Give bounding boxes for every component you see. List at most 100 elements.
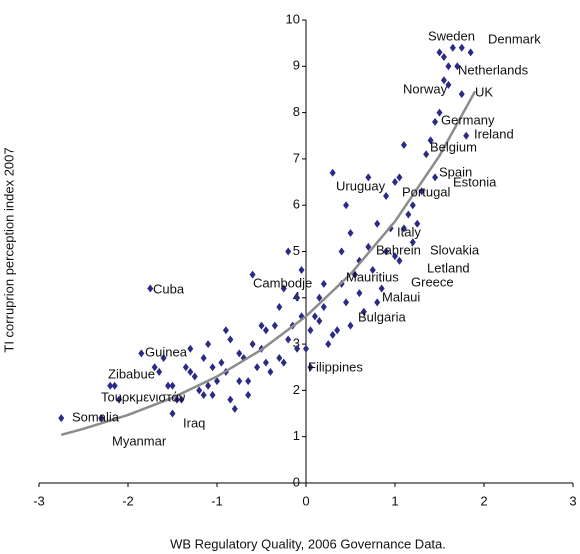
point <box>249 340 256 349</box>
point-annotation: Uruguay <box>336 178 386 193</box>
x-tick-label: 2 <box>480 493 487 508</box>
point-annotation: Belgium <box>430 139 477 154</box>
point <box>98 414 105 423</box>
point-annotation: Τουρκμενιστάν <box>101 389 185 404</box>
point <box>365 242 372 251</box>
point <box>458 90 465 99</box>
y-tick-label: 5 <box>293 243 300 258</box>
point <box>231 404 238 413</box>
point <box>294 293 301 302</box>
point <box>307 326 314 335</box>
y-tick-label: 1 <box>293 428 300 443</box>
point <box>316 316 323 325</box>
point <box>280 358 287 367</box>
point <box>178 395 185 404</box>
point <box>249 270 256 279</box>
point <box>245 377 252 386</box>
point <box>436 48 443 57</box>
point <box>303 344 309 353</box>
point <box>343 201 350 210</box>
point <box>445 80 452 89</box>
point <box>383 247 390 256</box>
point <box>200 353 207 362</box>
point <box>467 48 474 57</box>
point-annotation: Malaui <box>382 289 420 304</box>
point-annotation: Slovakia <box>430 242 480 257</box>
point <box>365 173 372 182</box>
point <box>236 377 243 386</box>
point <box>205 340 212 349</box>
point <box>369 266 376 275</box>
point <box>267 367 274 376</box>
point <box>311 312 318 321</box>
point <box>432 173 439 182</box>
point <box>445 62 452 71</box>
point <box>374 219 381 228</box>
point <box>111 381 118 390</box>
point <box>409 201 416 210</box>
point <box>151 363 158 372</box>
point <box>187 344 194 353</box>
point <box>182 363 189 372</box>
point <box>427 136 434 145</box>
point <box>191 372 198 381</box>
point <box>351 270 358 279</box>
point-annotation: Ireland <box>474 126 514 141</box>
point <box>414 219 421 228</box>
point <box>449 43 456 52</box>
point <box>156 367 163 376</box>
point <box>227 335 234 344</box>
point <box>222 326 229 335</box>
point <box>378 284 385 293</box>
point <box>405 210 412 219</box>
point-annotation: Netherlands <box>458 62 529 77</box>
y-tick-label: 10 <box>286 11 300 26</box>
point <box>329 168 336 177</box>
point <box>245 391 252 400</box>
point <box>147 284 154 293</box>
point-annotation: Guinea <box>145 344 188 359</box>
point <box>58 414 65 423</box>
point <box>160 353 167 362</box>
point <box>205 381 212 390</box>
point-annotation: Bulgaria <box>358 309 406 324</box>
point-annotation: Greece <box>411 274 454 289</box>
point-annotation: Estonia <box>453 174 497 189</box>
x-axis-label: WB Regulatory Quality, 2006 Governance D… <box>170 536 446 551</box>
point-annotation: Spain <box>439 164 472 179</box>
point <box>218 358 225 367</box>
x-tick-label: 3 <box>569 493 576 508</box>
point <box>316 293 323 302</box>
point <box>383 191 390 200</box>
y-tick-label: 7 <box>293 150 300 165</box>
point-annotation: Bahrein <box>376 242 421 257</box>
point <box>258 321 265 330</box>
point <box>276 303 283 312</box>
point <box>400 224 407 233</box>
point-annotation: Myanmar <box>112 433 167 448</box>
point <box>356 289 363 298</box>
point <box>338 247 345 256</box>
point <box>320 303 327 312</box>
point <box>436 108 443 117</box>
y-tick-label: 8 <box>293 104 300 119</box>
point <box>347 228 354 237</box>
point <box>392 178 398 187</box>
point-annotation: Sweden <box>428 28 475 43</box>
y-tick-label: 6 <box>293 197 300 212</box>
point <box>360 307 367 316</box>
x-tick-label: -2 <box>122 493 134 508</box>
point <box>343 298 350 307</box>
point <box>285 247 292 256</box>
point <box>276 353 283 362</box>
point-annotation: Cambodje <box>253 275 312 290</box>
point <box>200 391 207 400</box>
point-annotation: Italy <box>397 224 421 239</box>
point-annotation: Portugal <box>402 184 451 199</box>
y-tick-label: 9 <box>293 58 300 73</box>
point-annotation: Filippines <box>308 359 363 374</box>
point <box>107 381 114 390</box>
point <box>374 298 381 307</box>
point-annotation: Norway <box>403 81 448 96</box>
